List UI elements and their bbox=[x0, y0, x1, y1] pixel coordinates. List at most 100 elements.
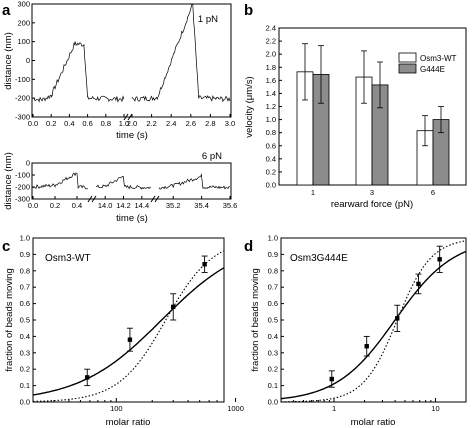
c-data-points bbox=[84, 255, 208, 387]
a-bottom-xtick-label: 14.2 bbox=[116, 201, 131, 210]
b-ytick-label: 0.4 bbox=[266, 154, 276, 163]
a-bottom-xtick-label: 14.0 bbox=[98, 201, 113, 210]
a-bottom-ylabel: distance (nm) bbox=[3, 152, 14, 210]
a-top-xtick-label: 1.0 bbox=[119, 119, 129, 128]
d-data-point bbox=[329, 376, 334, 382]
d-ytick-label: 0.3 bbox=[268, 348, 278, 357]
d-ytick-labels: 0.0 0.1 0.2 0.3 0.4 0.5 0.6 0.7 0.8 0.9 1.0 bbox=[268, 234, 284, 407]
a-top-ytick-label: 0 bbox=[26, 56, 30, 65]
c-ytick-label: 0.5 bbox=[20, 316, 30, 325]
c-data-point bbox=[127, 337, 133, 342]
c-ytick-label: 0.4 bbox=[20, 332, 30, 341]
d-ytick-label: 0.1 bbox=[268, 381, 278, 390]
panel-a: a 300 200 100 0 -100 -200 -300 0.0 0.2 0.4 0.6 0.8… bbox=[2, 0, 237, 224]
c-ytick-label: 0.1 bbox=[20, 381, 30, 390]
b-legend-label-wt: Osm3-WT bbox=[420, 54, 457, 63]
c-ytick-label: 0.0 bbox=[20, 398, 30, 407]
d-ytick-label: 0.0 bbox=[268, 398, 278, 407]
c-ytick-label: 1.0 bbox=[20, 234, 30, 243]
d-fit-curves bbox=[280, 240, 467, 403]
a-bottom-xtick-label: 0.2 bbox=[50, 201, 60, 210]
a-top-xtick-label: 0.6 bbox=[82, 119, 92, 128]
b-legend-swatch-wt bbox=[398, 52, 417, 63]
b-ytick-label: 0.8 bbox=[266, 128, 276, 137]
d-xtick-labels: 1 10 bbox=[280, 398, 440, 413]
d-ytick-label: 0.7 bbox=[268, 283, 278, 292]
b-ytick-label: 1.2 bbox=[266, 102, 276, 111]
a-bottom-xtick-label: 35.2 bbox=[166, 201, 181, 210]
b-xtick-label: 6 bbox=[431, 188, 435, 197]
a-top-xtick-label: 0.0 bbox=[28, 119, 38, 128]
c-ytick-label: 0.8 bbox=[20, 266, 30, 275]
d-data-point bbox=[395, 316, 400, 321]
a-top-ytick-label: 100 bbox=[17, 37, 30, 46]
b-legend: Osm3-WT G444E bbox=[398, 52, 457, 74]
c-fit-solid bbox=[32, 267, 225, 396]
a-bottom-trace-2 bbox=[95, 176, 152, 190]
a-bottom-axis-breaks bbox=[87, 195, 160, 203]
a-bottom-trace-1 bbox=[32, 172, 89, 190]
c-data-point bbox=[85, 375, 90, 380]
panel-b: b 0.0 0.2 0.4 0.6 0.8 1.0 1.2 1.4 1.6 1.8 2.0 2.2 2.… bbox=[244, 2, 467, 210]
d-xtick-label: 10 bbox=[431, 404, 439, 413]
a-top-ytick-label: -300 bbox=[15, 113, 30, 122]
b-ytick-label: 0.2 bbox=[266, 167, 276, 176]
b-ytick-label: 2.2 bbox=[266, 37, 276, 46]
c-xlabel: molar ratio bbox=[106, 417, 151, 428]
c-ytick-label: 0.3 bbox=[20, 348, 30, 357]
panel-letter-c: c bbox=[2, 238, 10, 255]
a-bottom-frame bbox=[31, 162, 232, 200]
a-top-trace-2 bbox=[131, 3, 231, 103]
a-top-xtick-label: 2.8 bbox=[205, 119, 215, 128]
d-fit-solid bbox=[280, 250, 467, 400]
d-ytick-label: 0.8 bbox=[268, 266, 278, 275]
panel-letter-a: a bbox=[2, 2, 11, 19]
d-fit-dotted bbox=[281, 240, 467, 403]
d-data-point bbox=[437, 257, 442, 262]
d-ylabel: fraction of beads moving bbox=[250, 268, 261, 372]
c-data-point bbox=[171, 304, 176, 310]
a-top-axis-break bbox=[123, 113, 133, 121]
a-top-xtick-label: 2.0 bbox=[127, 119, 137, 128]
a-bottom-trace-3 bbox=[158, 173, 231, 190]
d-ytick-label: 0.5 bbox=[268, 316, 278, 325]
d-ytick-label: 1.0 bbox=[268, 234, 278, 243]
c-data-point bbox=[202, 262, 207, 267]
c-ytick-labels: 0.0 0.1 0.2 0.3 0.4 0.5 0.6 0.7 0.8 0.9 1.0 bbox=[20, 234, 36, 407]
b-ytick-label: 0.6 bbox=[266, 141, 276, 150]
a-top-traces bbox=[32, 3, 231, 103]
d-data-points bbox=[328, 245, 443, 388]
a-bottom-xtick-label: 35.4 bbox=[194, 201, 209, 210]
b-xlabel: rearward force (pN) bbox=[331, 199, 413, 210]
a-bottom-xlabel: time (s) bbox=[116, 213, 148, 224]
panel-c: c 0.00.10.20.30.40.50.60.70.80.91.0 100 1… bbox=[2, 234, 244, 428]
a-top-trace-1 bbox=[32, 41, 125, 103]
a-top-ytick-label: 200 bbox=[17, 18, 30, 27]
c-fit-curves bbox=[32, 250, 225, 402]
d-xlabel: molar ratio bbox=[351, 417, 396, 428]
a-top-xtick-label: 3.0 bbox=[225, 119, 235, 128]
a-bottom-ytick-label: -300 bbox=[15, 195, 30, 204]
a-bottom-xtick-label: 0.0 bbox=[28, 201, 38, 210]
b-ytick-label: 1.4 bbox=[266, 89, 276, 98]
a-bottom-traces bbox=[32, 172, 231, 190]
c-xtick-label: 100 bbox=[110, 404, 123, 413]
a-top-ytick-label: -100 bbox=[15, 75, 30, 84]
c-ytick-label: 0.2 bbox=[20, 365, 30, 374]
b-xtick-label: 1 bbox=[311, 188, 315, 197]
a-top-xtick-label: 0.8 bbox=[101, 119, 111, 128]
c-ytick-label: 0.9 bbox=[20, 250, 30, 259]
d-xtick-label: 1 bbox=[332, 404, 336, 413]
d-ytick-label: 0.2 bbox=[268, 365, 278, 374]
a-bottom-xtick-label: 0.4 bbox=[72, 201, 82, 210]
a-bottom-xtick-label: 35.6 bbox=[223, 201, 238, 210]
a-top-ylabel: distance (nm) bbox=[3, 32, 14, 90]
panel-letter-d: d bbox=[244, 238, 253, 255]
b-ytick-label: 1.6 bbox=[266, 76, 276, 85]
panel-d: d 0.00.10.20.30.40.50.60.70.80.91.0 1 10 … bbox=[244, 234, 467, 428]
a-top-xtick-label: 2.2 bbox=[146, 119, 156, 128]
b-xtick-labels: 1 3 6 bbox=[311, 182, 435, 197]
a-top-ytick-label: -200 bbox=[15, 94, 30, 103]
c-ytick-label: 0.7 bbox=[20, 283, 30, 292]
